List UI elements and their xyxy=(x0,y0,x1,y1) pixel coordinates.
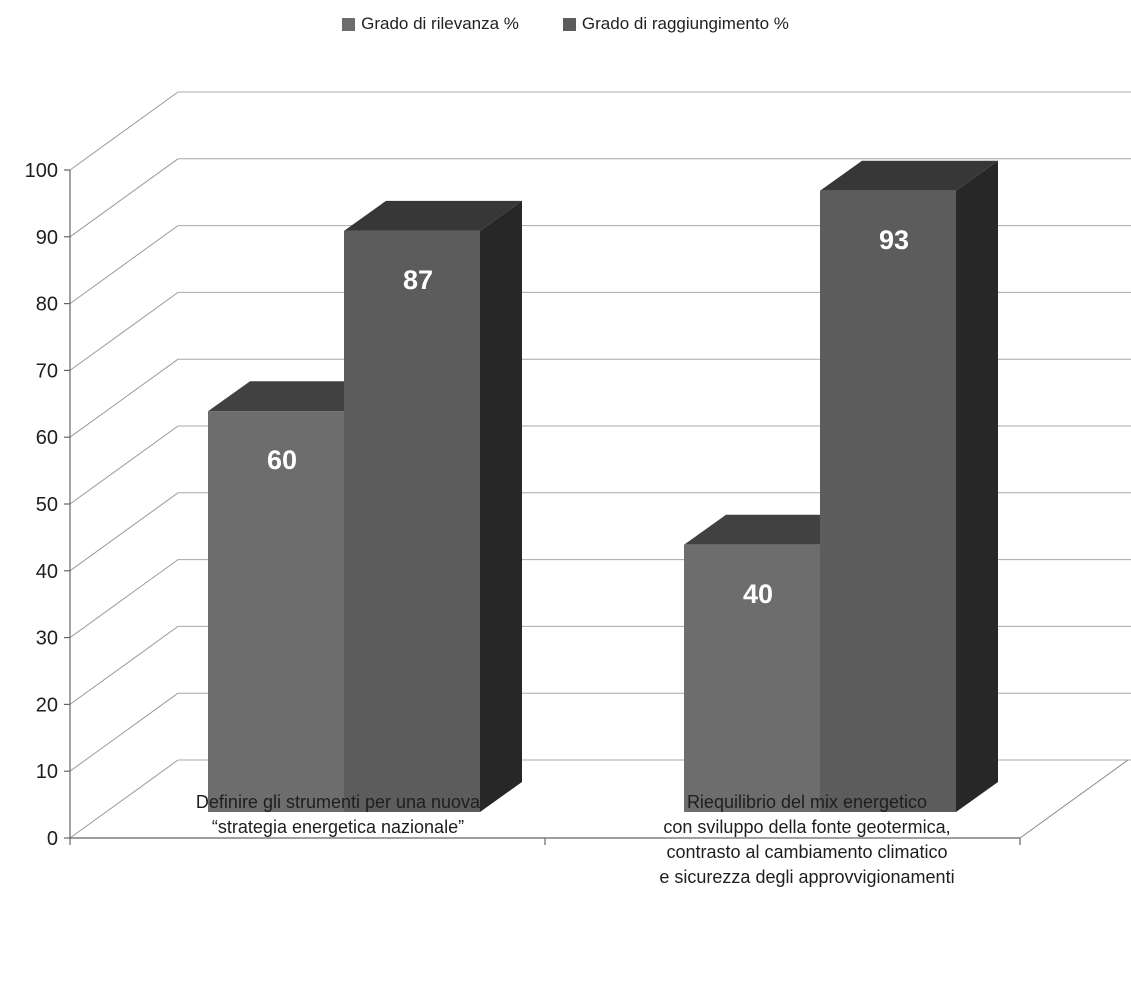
y-tick-label: 0 xyxy=(47,828,58,850)
grid-diagonal xyxy=(69,625,179,705)
category-label-1-line-1: Riequilibrio del mix energetico xyxy=(686,792,928,812)
bar-side xyxy=(480,200,522,813)
grid-diagonal xyxy=(69,759,179,839)
bar-top xyxy=(208,381,386,412)
bar-side xyxy=(956,160,998,812)
y-tick-label: 20 xyxy=(36,694,58,716)
bar xyxy=(684,544,820,812)
grid-diagonal xyxy=(69,358,179,438)
category-label-1-line-3: contrasto al cambiamento climatico xyxy=(666,842,948,862)
grid-diagonal xyxy=(69,692,179,772)
y-tick-label: 70 xyxy=(36,360,58,382)
grid-diagonal xyxy=(69,291,179,371)
y-tick-label: 10 xyxy=(36,761,58,783)
y-tick-label: 30 xyxy=(36,628,58,650)
category-label-1: Riequilibrio del mix energetico con svil… xyxy=(587,790,1027,890)
category-label-1-line-4: e sicurezza degli approvvigionamenti xyxy=(659,867,955,887)
category-label-0: Definire gli strumenti per una nuova “st… xyxy=(118,790,558,840)
y-tick-label: 60 xyxy=(36,427,58,449)
legend-item-raggiungimento: Grado di raggiungimento % xyxy=(562,14,789,34)
y-tick-label: 50 xyxy=(36,494,58,516)
bar xyxy=(208,411,344,812)
grid-diagonal xyxy=(69,492,179,572)
bar-top xyxy=(684,514,862,545)
legend-label-raggiungimento: Grado di raggiungimento % xyxy=(581,14,789,33)
legend-swatch-raggiungimento xyxy=(562,17,576,31)
legend-swatch-rilevanza xyxy=(342,17,356,31)
grid-diagonal xyxy=(69,425,179,505)
bar-top xyxy=(344,200,522,231)
legend-item-rilevanza: Grado di rilevanza % xyxy=(342,14,519,34)
category-label-0-line-2: “strategia energetica nazionale” xyxy=(211,817,465,837)
category-label-0-line-1: Definire gli strumenti per una nuova xyxy=(195,792,481,812)
bar xyxy=(344,230,480,813)
floor-edge xyxy=(1019,759,1129,839)
legend: Grado di rilevanza % Grado di raggiungim… xyxy=(0,14,1131,34)
grid-diagonal xyxy=(69,225,179,305)
grid-diagonal xyxy=(69,158,179,238)
category-label-1-line-2: con sviluppo della fonte geotermica, xyxy=(663,817,951,837)
grid-diagonal xyxy=(69,559,179,639)
bar-value-label: 40 xyxy=(743,579,773,609)
bar-value-label: 93 xyxy=(879,225,909,255)
y-tick-label: 100 xyxy=(25,160,58,182)
y-tick-label: 90 xyxy=(36,227,58,249)
legend-label-rilevanza: Grado di rilevanza % xyxy=(361,14,519,33)
bar-top xyxy=(820,160,998,191)
y-tick-label: 80 xyxy=(36,294,58,316)
y-tick-label: 40 xyxy=(36,561,58,583)
grid-diagonal xyxy=(69,91,179,171)
bar-value-label: 60 xyxy=(267,445,297,475)
bar-value-label: 87 xyxy=(403,265,433,295)
bar xyxy=(820,190,956,812)
